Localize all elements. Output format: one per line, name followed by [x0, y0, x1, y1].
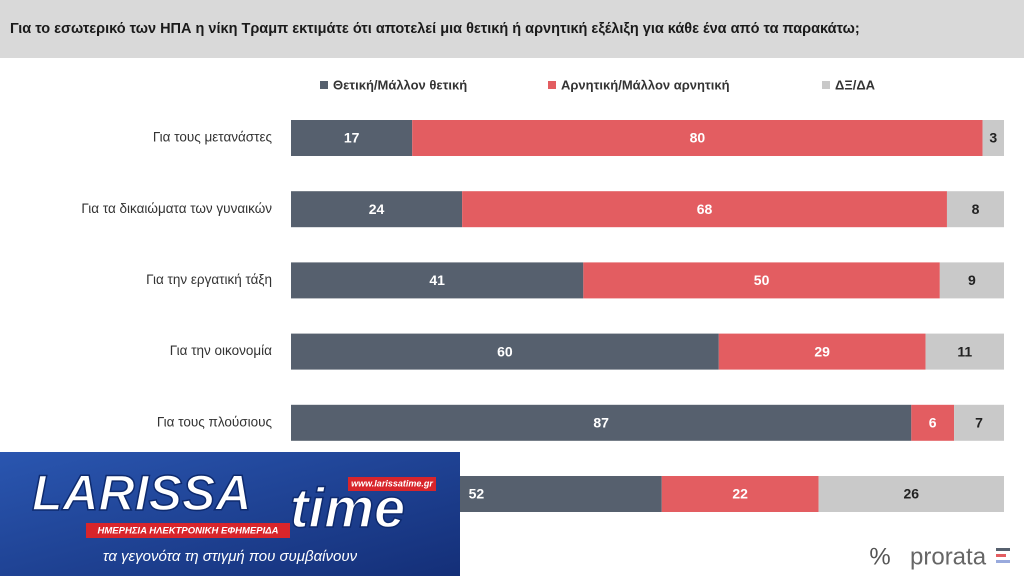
logo-name: LARISSA	[32, 465, 251, 521]
logo-tagline: ΗΜΕΡΗΣΙΑ ΗΛΕΚΤΡΟΝΙΚΗ ΕΦΗΜΕΡΙΔΑ	[98, 526, 279, 537]
data-label: 87	[593, 415, 609, 431]
data-label: 11	[957, 343, 972, 359]
bar	[911, 404, 955, 441]
logo: LARISSA time www.larissatime.gr ΗΜΕΡΗΣΙΑ…	[0, 452, 460, 576]
brand-name: prorata	[910, 543, 987, 570]
legend-swatch	[320, 81, 328, 89]
logo-slogan: τα γεγονότα τη στιγμή που συμβαίνουν	[103, 548, 358, 565]
logo-bg	[0, 452, 460, 576]
title-bar	[0, 0, 1024, 58]
bar	[291, 404, 912, 441]
data-label: 3	[989, 130, 997, 146]
brand-mark	[996, 560, 1010, 563]
data-label: 7	[975, 415, 983, 431]
data-label: 29	[814, 343, 830, 359]
data-label: 52	[469, 486, 485, 502]
data-label: 8	[972, 201, 980, 217]
bar	[718, 333, 926, 370]
category-label: Για τα δικαιώματα των γυναικών	[81, 201, 272, 216]
bar	[939, 262, 1004, 299]
bar	[583, 262, 940, 299]
brand-mark	[996, 554, 1006, 557]
category-label: Για τους μετανάστες	[153, 130, 273, 145]
data-label: 68	[697, 201, 713, 217]
legend-label: Αρνητική/Μάλλον αρνητική	[561, 77, 730, 92]
legend-label: ΔΞ/ΔΑ	[835, 77, 876, 92]
bar	[982, 120, 1004, 156]
brand-symbol: %	[869, 543, 890, 570]
data-label: 24	[369, 201, 385, 217]
chart-title: Για το εσωτερικό των ΗΠΑ η νίκη Τραμπ εκ…	[10, 21, 860, 37]
bar	[818, 476, 1004, 512]
data-label: 17	[344, 130, 360, 146]
category-label: Για την εργατική τάξη	[146, 272, 272, 287]
bar	[946, 191, 1004, 228]
bar	[291, 262, 584, 299]
logo-url: www.larissatime.gr	[351, 478, 433, 488]
bar	[925, 333, 1004, 370]
legend-label: Θετική/Μάλλον θετική	[333, 77, 467, 92]
bar	[661, 476, 819, 512]
data-label: 41	[429, 272, 445, 288]
url-bg	[348, 477, 436, 491]
data-label: 22	[732, 486, 748, 502]
category-label: Για την οικονομία	[170, 343, 272, 358]
legend-swatch	[822, 81, 830, 89]
data-label: 6	[929, 415, 937, 431]
bar	[954, 404, 1004, 441]
bar	[291, 333, 719, 370]
bar	[412, 120, 983, 156]
brand-mark	[996, 548, 1010, 551]
data-label: 9	[968, 272, 976, 288]
data-label: 60	[497, 343, 513, 359]
category-label: Για τους πλούσιους	[157, 414, 273, 429]
data-label: 50	[754, 272, 770, 288]
bar	[291, 191, 463, 228]
data-label: 80	[690, 130, 706, 146]
bar	[462, 191, 947, 228]
bar	[291, 120, 413, 156]
legend-swatch	[548, 81, 556, 89]
data-label: 26	[904, 486, 920, 502]
plot: Θετική/Μάλλον θετική Αρνητική/Μάλλον αρνη…	[81, 77, 1004, 512]
tagline-bg	[86, 523, 290, 538]
